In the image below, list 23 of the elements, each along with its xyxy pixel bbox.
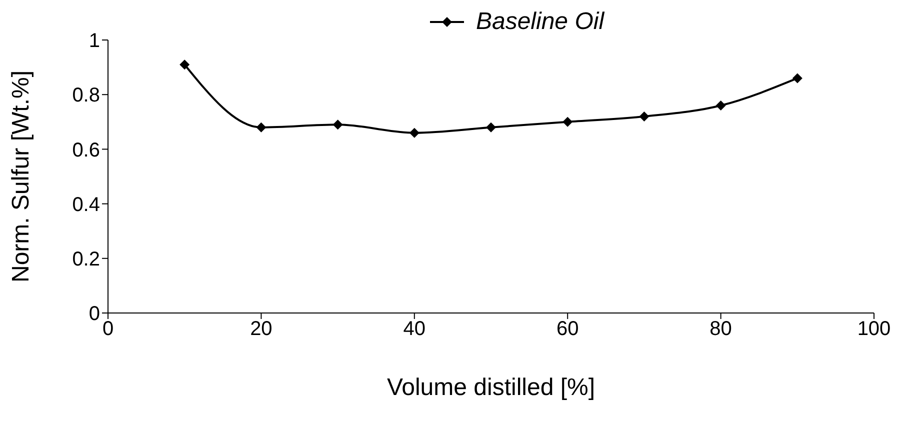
x-tick-label: 40	[403, 318, 426, 340]
x-tick-label: 80	[710, 318, 732, 340]
y-tick-label: 0.2	[72, 248, 100, 270]
y-tick-label: 0	[88, 303, 100, 326]
x-tick-label: 100	[857, 318, 891, 340]
y-tick-label: 0.4	[72, 194, 100, 216]
point	[716, 100, 726, 111]
x-tick-label: 60	[556, 318, 579, 340]
point	[332, 120, 343, 130]
y-tick-label: 0.8	[72, 84, 100, 107]
x-tick-label: 20	[250, 318, 272, 340]
x-axis-title: Volume distilled [%]	[386, 374, 596, 401]
legend-label: Baseline Oil	[476, 8, 604, 36]
point	[562, 116, 573, 127]
point	[180, 60, 190, 70]
point	[639, 111, 650, 122]
point	[486, 122, 496, 132]
y-tick-label: 1	[88, 30, 100, 52]
point	[256, 122, 266, 132]
y-axis-title: Norm. Sulfur [Wt.%]	[8, 70, 35, 283]
point	[409, 128, 420, 138]
y-tick-label: 0.6	[72, 139, 100, 162]
point	[792, 73, 802, 84]
